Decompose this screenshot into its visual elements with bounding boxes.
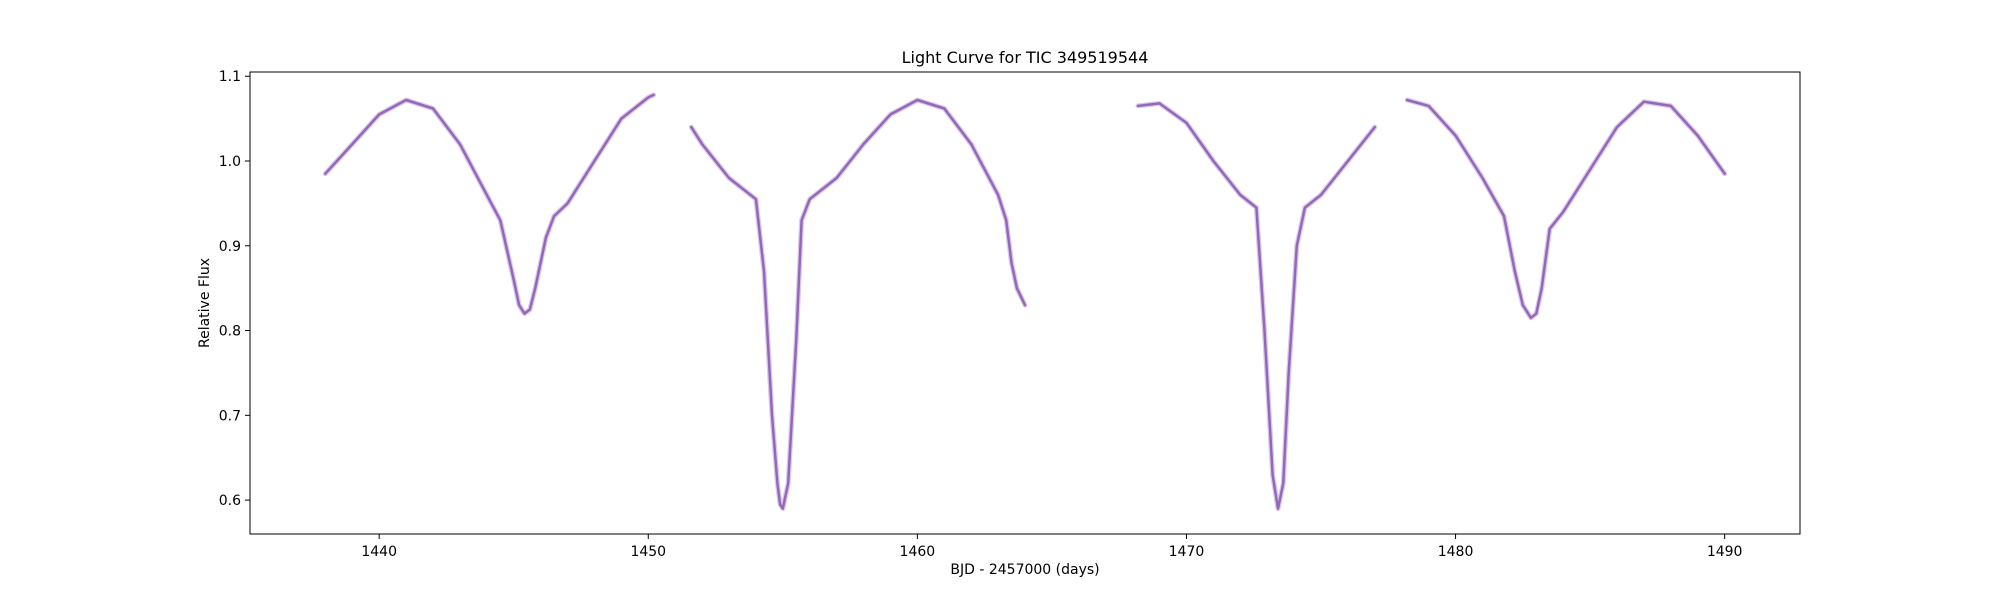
- data-segment-3: [1136, 102, 1377, 510]
- axis-ticks-layer: 1440 1450 1460 1470 1480 1490 0.6 0.7 0.8 0.9 1.0 1…: [219, 69, 1743, 560]
- x-tick-label: 1450: [630, 544, 666, 560]
- y-tick-label: 1.1: [219, 69, 241, 85]
- x-tick-label: 1480: [1438, 544, 1474, 560]
- x-tick-label: 1490: [1707, 544, 1743, 560]
- x-tick-label: 1470: [1169, 544, 1205, 560]
- data-segment-2: [690, 98, 1027, 510]
- y-tick-label: 0.9: [219, 239, 241, 255]
- data-points-layer: [322, 92, 1728, 512]
- y-tick-label: 0.6: [219, 493, 241, 509]
- chart-title: Light Curve for TIC 349519544: [902, 48, 1149, 67]
- y-tick-label: 1.0: [219, 154, 241, 170]
- y-axis-label: Relative Flux: [197, 258, 213, 348]
- x-tick-label: 1460: [900, 544, 936, 560]
- y-tick-label: 0.8: [219, 324, 241, 340]
- x-tick-label: 1440: [361, 544, 397, 560]
- data-segment-1: [324, 93, 655, 315]
- plot-frame: [249, 71, 1801, 535]
- y-tick-label: 0.7: [219, 408, 241, 424]
- data-segment-4: [1405, 98, 1726, 320]
- x-axis-label: BJD - 2457000 (days): [950, 562, 1099, 578]
